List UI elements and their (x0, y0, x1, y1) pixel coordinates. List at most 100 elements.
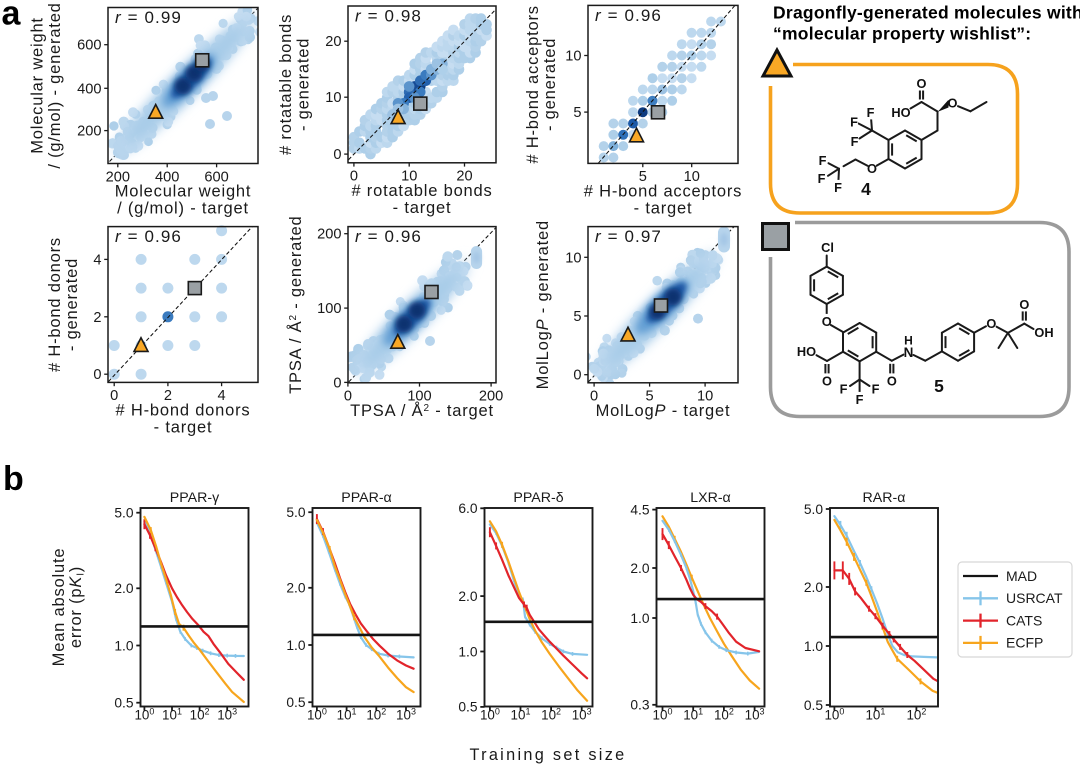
svg-text:O: O (948, 96, 958, 111)
svg-text:- generated: - generated (541, 38, 559, 131)
svg-text:O: O (1019, 297, 1029, 312)
svg-text:LXR-α: LXR-α (690, 490, 731, 506)
svg-text:O: O (822, 314, 832, 329)
svg-text:5: 5 (934, 376, 944, 396)
svg-text:F: F (850, 115, 858, 130)
svg-text:0: 0 (110, 388, 118, 404)
svg-text:102: 102 (190, 707, 210, 723)
svg-text:100: 100 (317, 301, 341, 317)
svg-text:103: 103 (745, 707, 765, 723)
svg-text:F: F (840, 382, 848, 397)
svg-text:PPAR-α: PPAR-α (341, 490, 392, 506)
svg-text:600: 600 (77, 38, 101, 54)
svg-text:5: 5 (573, 309, 581, 325)
svg-text:0.5: 0.5 (804, 698, 824, 713)
svg-text:HO: HO (797, 344, 816, 359)
svg-text:102: 102 (714, 707, 734, 723)
svg-text:F: F (851, 134, 859, 149)
svg-text:10: 10 (684, 169, 700, 185)
svg-text:2.0: 2.0 (286, 581, 306, 596)
svg-text:Molecular weight: Molecular weight (29, 17, 47, 154)
svg-text:103: 103 (572, 707, 592, 723)
svg-text:101: 101 (162, 707, 182, 723)
svg-text:0.5: 0.5 (114, 696, 134, 711)
svg-text:4.5: 4.5 (630, 502, 650, 517)
svg-text:4: 4 (861, 179, 871, 199)
svg-text:“molecular property wishlist”:: “molecular property wishlist”: (773, 23, 1031, 43)
svg-text:2.0: 2.0 (114, 581, 134, 596)
svg-text:O: O (822, 374, 832, 389)
svg-text:HO: HO (891, 105, 910, 120)
svg-text:# H-bond donors: # H-bond donors (46, 237, 64, 372)
svg-text:Dragonfly-generated molecules: Dragonfly-generated molecules with (773, 3, 1080, 23)
svg-text:0: 0 (333, 375, 341, 391)
svg-text:400: 400 (77, 81, 101, 97)
svg-text:10: 10 (565, 49, 581, 65)
svg-text:10: 10 (697, 389, 713, 405)
svg-text:r = 0.98: r = 0.98 (355, 7, 422, 26)
svg-text:O: O (887, 374, 897, 389)
svg-text:102: 102 (366, 707, 386, 723)
svg-text:MolLogP - generated: MolLogP - generated (534, 220, 552, 389)
svg-text:101: 101 (865, 707, 885, 723)
svg-text:b: b (3, 460, 24, 498)
svg-text:error (pKI): error (pKI) (67, 566, 87, 648)
svg-text:0: 0 (333, 147, 341, 163)
svg-text:0: 0 (344, 389, 352, 405)
svg-text:20: 20 (456, 169, 472, 185)
svg-text:- generated: - generated (63, 258, 81, 351)
svg-text:200: 200 (77, 124, 101, 140)
svg-text:Cl: Cl (821, 240, 834, 255)
svg-text:101: 101 (683, 707, 703, 723)
svg-text:O: O (917, 76, 927, 91)
svg-text:Molecular weight: Molecular weight (115, 183, 252, 201)
svg-text:TPSA / Å2 - generated: TPSA / Å2 - generated (286, 216, 305, 394)
svg-text:100: 100 (307, 707, 327, 723)
svg-text:0.5: 0.5 (286, 695, 306, 710)
svg-text:102: 102 (541, 707, 561, 723)
svg-text:Mean absolute: Mean absolute (50, 548, 68, 667)
svg-text:1.0: 1.0 (114, 638, 134, 653)
svg-text:400: 400 (155, 169, 179, 185)
svg-text:/ (g/mol) - generated: / (g/mol) - generated (46, 2, 64, 168)
svg-text:5.0: 5.0 (286, 505, 306, 520)
svg-text:TPSA / Å2 - target: TPSA / Å2 - target (350, 401, 494, 420)
svg-text:CATS: CATS (1006, 612, 1042, 628)
svg-text:RAR-α: RAR-α (863, 490, 906, 506)
svg-text:r = 0.96: r = 0.96 (595, 6, 662, 25)
svg-text:F: F (872, 382, 880, 397)
svg-text:USRCAT: USRCAT (1006, 590, 1063, 606)
svg-text:0: 0 (590, 389, 598, 405)
svg-text:6.0: 6.0 (458, 501, 478, 516)
svg-text:0.5: 0.5 (458, 700, 478, 715)
svg-text:- target: - target (634, 199, 693, 217)
svg-text:100: 100 (407, 389, 431, 405)
svg-text:102: 102 (906, 707, 926, 723)
svg-text:2.0: 2.0 (804, 580, 824, 595)
svg-text:PPAR-γ: PPAR-γ (170, 490, 220, 506)
svg-text:O: O (986, 316, 996, 331)
svg-text:200: 200 (317, 227, 341, 243)
svg-text:- generated: - generated (295, 38, 313, 131)
svg-text:MolLogP - target: MolLogP - target (596, 402, 731, 420)
svg-text:/ (g/mol) - target: / (g/mol) - target (117, 200, 249, 218)
svg-text:r = 0.99: r = 0.99 (115, 8, 182, 27)
svg-text:a: a (2, 0, 22, 33)
svg-text:# rotatable bonds: # rotatable bonds (351, 182, 492, 200)
svg-text:r = 0.96: r = 0.96 (115, 227, 182, 246)
svg-text:103: 103 (396, 707, 416, 723)
svg-text:2: 2 (93, 310, 101, 326)
svg-text:Training set size: Training set size (469, 746, 626, 764)
svg-text:100: 100 (480, 707, 500, 723)
svg-text:100: 100 (653, 707, 673, 723)
svg-text:- target: - target (154, 418, 213, 436)
svg-text:600: 600 (204, 169, 228, 185)
svg-text:4: 4 (93, 252, 101, 268)
svg-text:N: N (904, 345, 914, 360)
svg-text:200: 200 (479, 389, 503, 405)
svg-text:5: 5 (573, 105, 581, 121)
svg-text:20: 20 (325, 34, 341, 50)
svg-text:ECFP: ECFP (1006, 635, 1043, 651)
svg-text:- target: - target (393, 199, 452, 217)
svg-text:F: F (867, 105, 875, 120)
